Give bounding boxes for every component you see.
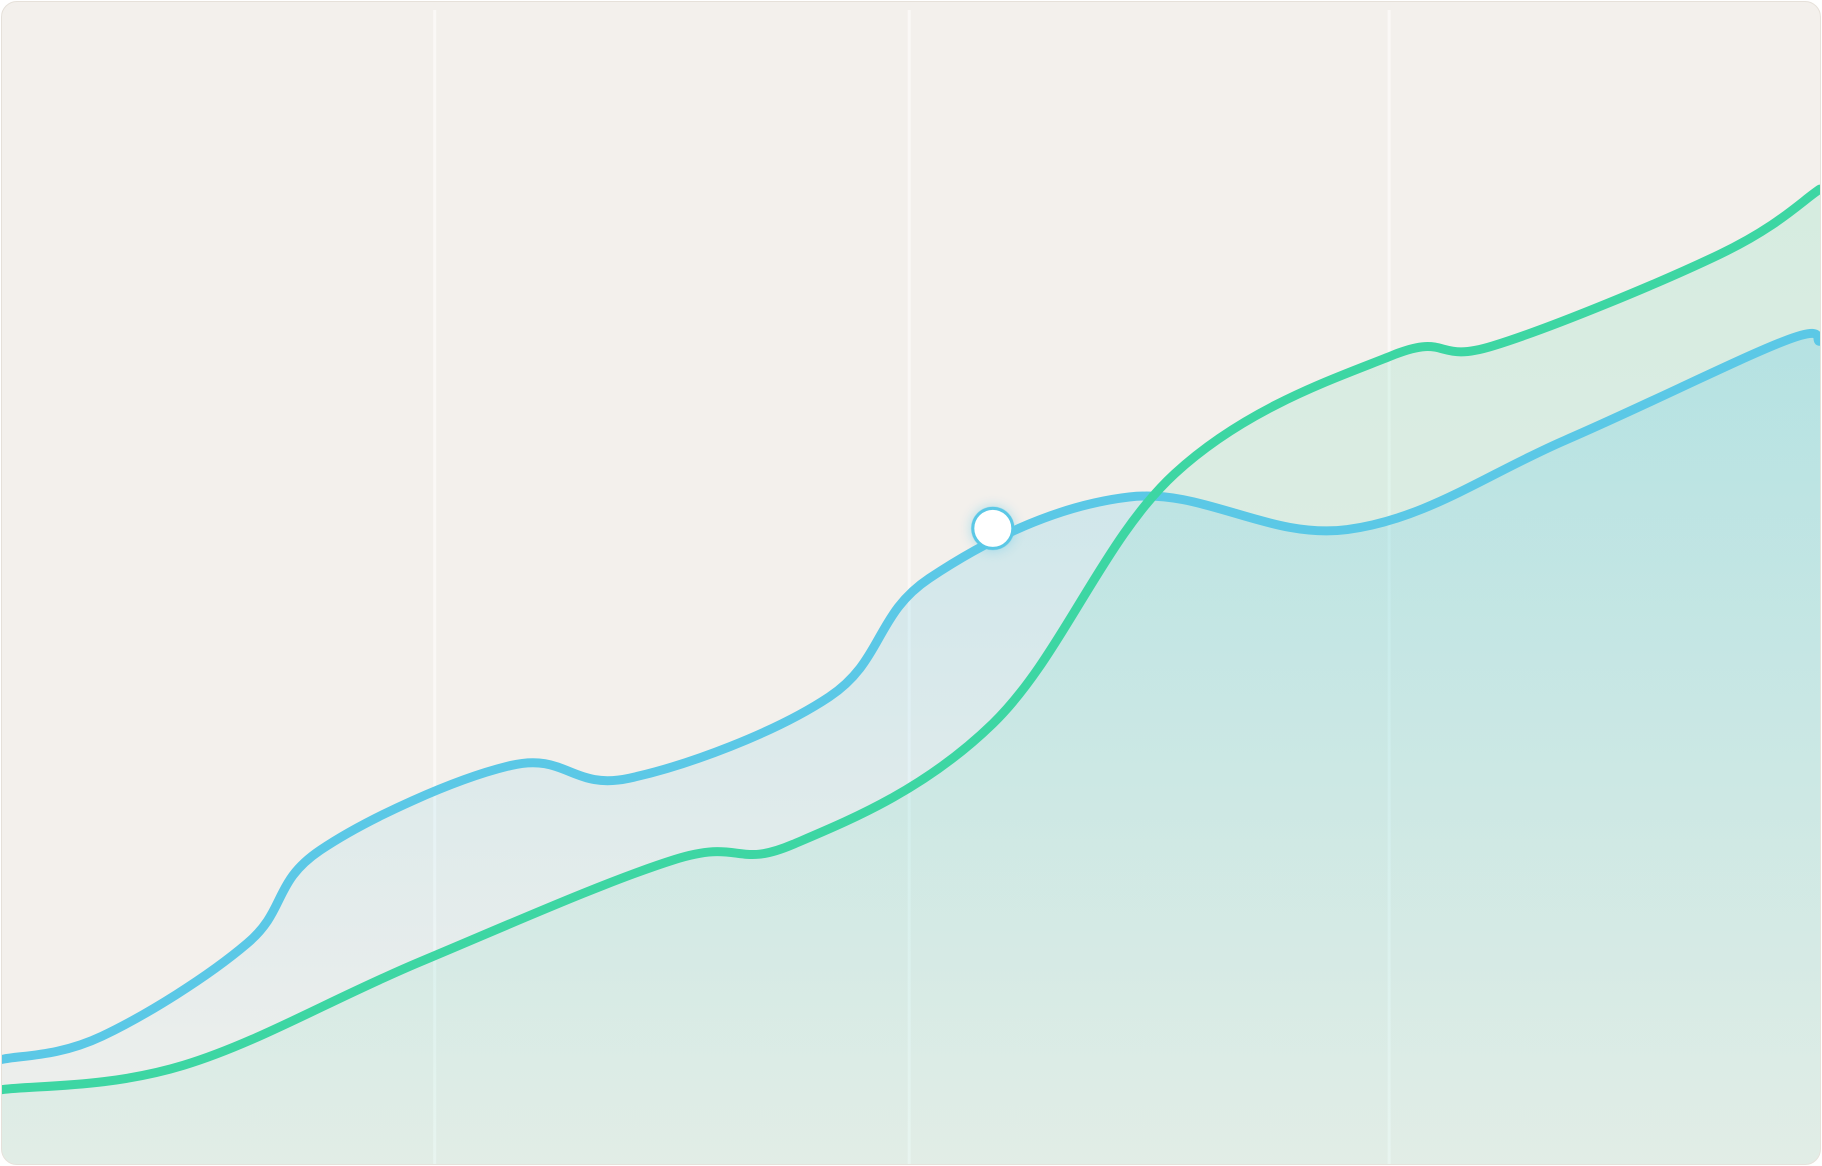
series-green-line xyxy=(2,184,1820,1095)
highlight-markers xyxy=(970,506,1015,551)
series-lines xyxy=(2,184,1820,1095)
series-blue-line xyxy=(2,328,1820,1064)
series-areas xyxy=(2,189,1820,1164)
series-blue-area xyxy=(2,333,1820,1164)
series-blue-highlight-point[interactable] xyxy=(971,506,1015,550)
